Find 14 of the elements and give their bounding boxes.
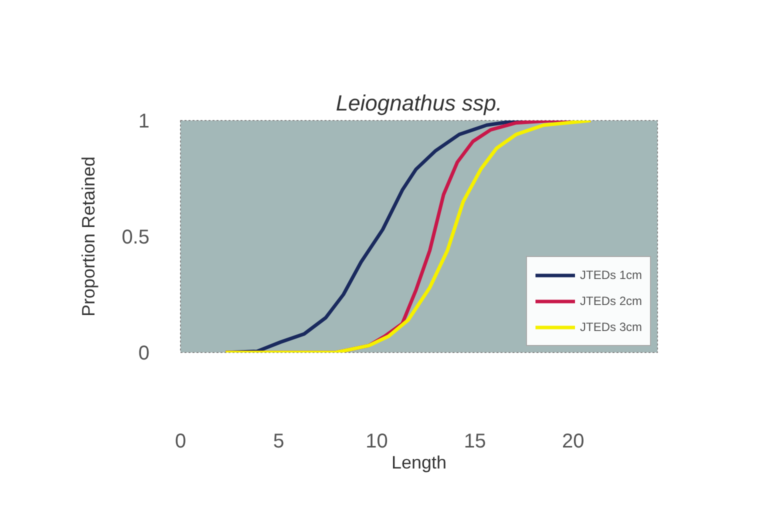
y-tick-label: 0.5 — [122, 226, 150, 248]
y-axis-title: Proportion Retained — [78, 156, 99, 317]
y-tick-label: 1 — [138, 110, 150, 132]
legend-label: JTEDs 1cm — [580, 268, 642, 282]
legend-label: JTEDs 3cm — [580, 320, 642, 334]
y-tick-label: 0 — [138, 342, 150, 364]
legend-label: JTEDs 2cm — [580, 294, 642, 308]
x-tick-label: 10 — [366, 430, 388, 452]
x-axis-title: Length — [391, 452, 447, 472]
x-tick-label: 15 — [464, 430, 486, 452]
chart-title: Leiognathus ssp. — [336, 90, 502, 116]
x-tick-label: 20 — [562, 430, 584, 452]
x-tick-label: 5 — [273, 430, 284, 452]
x-tick-label: 0 — [174, 430, 186, 452]
